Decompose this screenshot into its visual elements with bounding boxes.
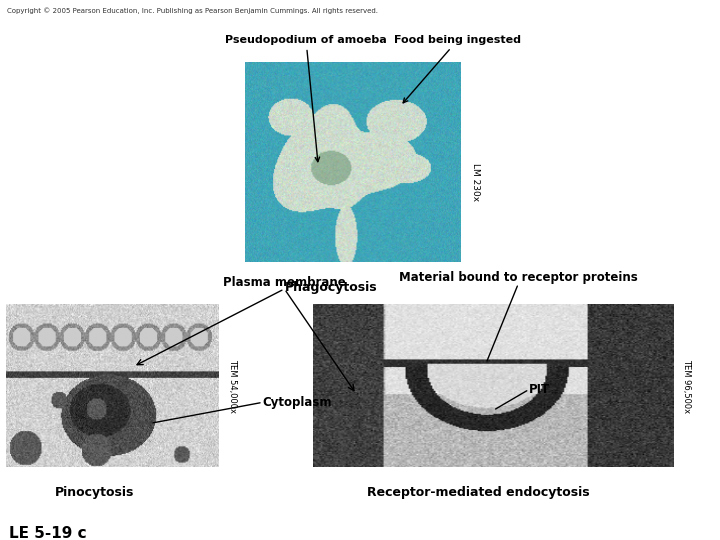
Text: Phagocytosis: Phagocytosis (285, 281, 377, 294)
Text: TEM 96,500x: TEM 96,500x (682, 359, 691, 413)
Text: LM 230x: LM 230x (471, 163, 480, 201)
Text: Pseudopodium of amoeba: Pseudopodium of amoeba (225, 35, 387, 161)
Text: Pinocytosis: Pinocytosis (55, 486, 135, 499)
Text: Receptor-mediated endocytosis: Receptor-mediated endocytosis (367, 486, 590, 499)
Text: PIT: PIT (529, 383, 550, 396)
Text: LE 5-19 c: LE 5-19 c (9, 526, 86, 540)
Text: Food being ingested: Food being ingested (395, 35, 521, 103)
Text: Plasma membrane: Plasma membrane (223, 276, 346, 289)
Text: Copyright © 2005 Pearson Education, Inc. Publishing as Pearson Benjamin Cummings: Copyright © 2005 Pearson Education, Inc.… (7, 7, 378, 14)
Text: Material bound to receptor proteins: Material bound to receptor proteins (399, 271, 638, 284)
Text: Cytoplasm: Cytoplasm (263, 396, 333, 409)
Text: TEM 54,000x: TEM 54,000x (228, 359, 238, 413)
